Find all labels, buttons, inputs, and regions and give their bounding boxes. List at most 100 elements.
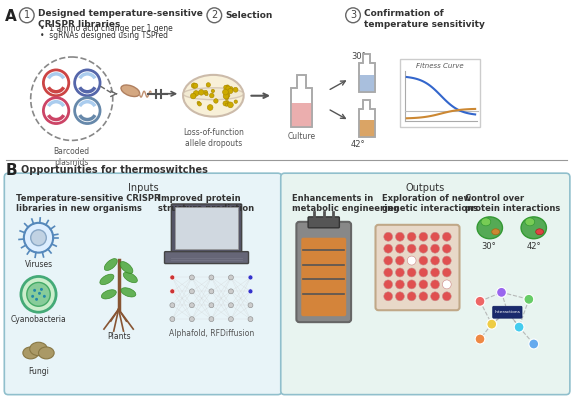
Circle shape [75,70,100,96]
Ellipse shape [525,218,535,226]
Text: Selection: Selection [225,11,273,20]
Text: Opportunities for thermoswitches: Opportunities for thermoswitches [21,165,208,175]
Circle shape [228,275,234,280]
Circle shape [189,303,194,308]
Circle shape [204,90,208,95]
Ellipse shape [23,347,39,359]
Circle shape [430,292,440,301]
Text: 42°: 42° [526,242,541,251]
Circle shape [189,317,194,322]
Circle shape [475,334,485,344]
Text: 2: 2 [211,10,217,20]
Circle shape [384,244,392,253]
Circle shape [248,289,253,294]
Circle shape [228,102,233,108]
Circle shape [443,292,451,301]
Text: 42°: 42° [351,140,366,149]
Circle shape [407,268,416,277]
Circle shape [192,94,196,98]
Circle shape [223,93,229,99]
Circle shape [514,322,524,332]
Text: Interactions: Interactions [495,310,520,314]
Text: Fitness Curve: Fitness Curve [416,63,464,69]
Circle shape [475,296,485,306]
Circle shape [496,287,506,297]
Circle shape [228,289,234,294]
Circle shape [487,319,496,329]
Circle shape [31,295,34,298]
Ellipse shape [121,85,140,97]
Circle shape [524,294,534,304]
Circle shape [443,256,451,265]
Circle shape [395,244,404,253]
Circle shape [430,280,440,289]
Circle shape [225,103,228,106]
Circle shape [407,256,416,265]
Circle shape [199,89,204,95]
Circle shape [395,268,404,277]
FancyBboxPatch shape [281,173,570,395]
Circle shape [430,232,440,241]
Circle shape [35,298,38,301]
Circle shape [31,230,46,246]
Ellipse shape [39,347,54,359]
Text: Exploration of new
genetic interactions: Exploration of new genetic interactions [383,194,478,213]
Text: Fungi: Fungi [28,367,49,376]
Text: •  1 amino acid change per 1 gene: • 1 amino acid change per 1 gene [40,24,173,33]
Circle shape [214,99,218,103]
FancyBboxPatch shape [165,252,249,264]
Circle shape [24,223,53,253]
Circle shape [234,100,238,103]
Circle shape [206,83,210,87]
Text: Confirmation of
temperature sensitivity: Confirmation of temperature sensitivity [364,9,485,29]
Circle shape [224,85,228,89]
Circle shape [75,98,100,124]
Circle shape [384,256,392,265]
Circle shape [384,280,392,289]
Circle shape [193,91,199,96]
Polygon shape [359,120,374,137]
Ellipse shape [477,217,502,239]
Circle shape [43,295,46,298]
Text: Viruses: Viruses [25,260,53,269]
Circle shape [192,83,197,88]
Circle shape [248,317,253,322]
Circle shape [384,292,392,301]
FancyBboxPatch shape [171,204,242,254]
FancyBboxPatch shape [376,225,460,310]
Circle shape [395,280,404,289]
Text: Plants: Plants [107,332,130,341]
Circle shape [419,232,427,241]
Circle shape [190,93,196,99]
Text: Loss-of-function
allele dropouts: Loss-of-function allele dropouts [183,128,244,148]
Circle shape [209,289,214,294]
Circle shape [419,244,427,253]
Text: Temperature-sensitive CRISPR
libraries in new organisms: Temperature-sensitive CRISPR libraries i… [16,194,161,213]
Text: 30°: 30° [351,52,366,61]
Circle shape [407,292,416,301]
Circle shape [395,232,404,241]
Text: Cyanobacteria: Cyanobacteria [11,315,67,324]
Text: Designed temperature-sensitive
CRISPR libraries: Designed temperature-sensitive CRISPR li… [37,9,203,29]
Circle shape [502,306,512,316]
Circle shape [170,289,175,294]
Circle shape [233,87,238,92]
Ellipse shape [100,274,114,285]
FancyBboxPatch shape [301,238,346,316]
Circle shape [419,268,427,277]
Ellipse shape [121,288,136,297]
Circle shape [395,256,404,265]
Polygon shape [290,75,312,126]
Circle shape [197,101,200,105]
Text: 3: 3 [350,10,356,20]
Text: 1: 1 [24,10,30,20]
Circle shape [40,288,43,291]
Polygon shape [359,75,374,92]
Circle shape [529,339,538,349]
Ellipse shape [105,259,117,271]
Ellipse shape [183,75,244,117]
Circle shape [229,87,233,91]
Text: Outputs: Outputs [406,183,445,193]
Circle shape [189,275,194,280]
Circle shape [193,83,198,88]
